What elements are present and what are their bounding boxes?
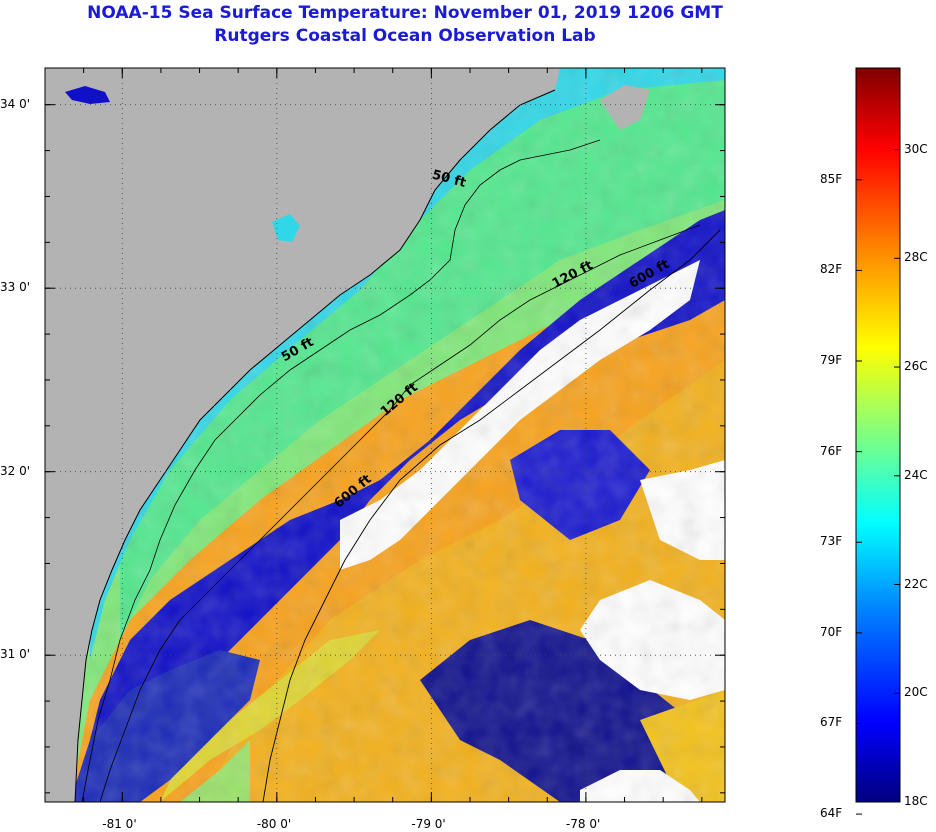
colorbar-fahrenheit-label: 64F	[820, 806, 843, 821]
colorbar-fahrenheit-label: 76F	[820, 443, 843, 458]
lon-tick-label: -79 0'	[411, 817, 446, 831]
colorbar-celsius-label: 18C	[904, 794, 928, 808]
colorbar-celsius-label: 20C	[904, 685, 928, 700]
lon-tick-label: -78 0'	[565, 817, 601, 831]
map-title: NOAA-15 Sea Surface Temperature: Novembe…	[87, 3, 723, 23]
map-frame	[44, 67, 726, 803]
colorbar-celsius-label: 26C	[904, 359, 928, 374]
lat-tick-label: 33 0'	[0, 280, 31, 295]
axis-ticks	[44, 68, 725, 802]
map-field	[45, 68, 725, 802]
colorbar-celsius-label: 28C	[904, 250, 928, 265]
land-mass	[45, 68, 560, 802]
colorbar-fahrenheit-label: 67F	[820, 715, 843, 730]
graticule	[45, 68, 725, 802]
lon-tick-label: -81 0'	[102, 817, 137, 831]
map-subtitle: Rutgers Coastal Ocean Observation Lab	[214, 26, 596, 46]
colorbar-celsius-label: 24C	[904, 467, 928, 482]
contour-120ft	[99, 224, 701, 802]
colorbar-fahrenheit-label: 85F	[820, 171, 843, 186]
lat-tick-label: 34 0'	[0, 96, 31, 111]
contour-50ft	[81, 139, 601, 802]
lat-tick-label: 31 0'	[0, 647, 31, 662]
coastline	[74, 89, 556, 802]
lat-tick-label: 32 0'	[0, 463, 31, 478]
colorbar	[855, 67, 901, 803]
lon-tick-label: -80 0'	[256, 817, 292, 831]
contour-600ft	[262, 229, 721, 802]
colorbar-celsius-label: 22C	[904, 576, 928, 591]
inland-lake	[272, 214, 300, 242]
colorbar-ticks	[856, 149, 900, 815]
colorbar-fahrenheit-label: 79F	[820, 352, 843, 367]
inland-water-north	[65, 86, 110, 104]
colorbar-celsius-label: 30C	[904, 141, 928, 156]
colorbar-fahrenheit-label: 70F	[820, 624, 843, 639]
colorbar-fahrenheit-label: 73F	[820, 534, 843, 549]
colorbar-fahrenheit-label: 82F	[820, 262, 843, 277]
cape-land	[600, 85, 650, 130]
